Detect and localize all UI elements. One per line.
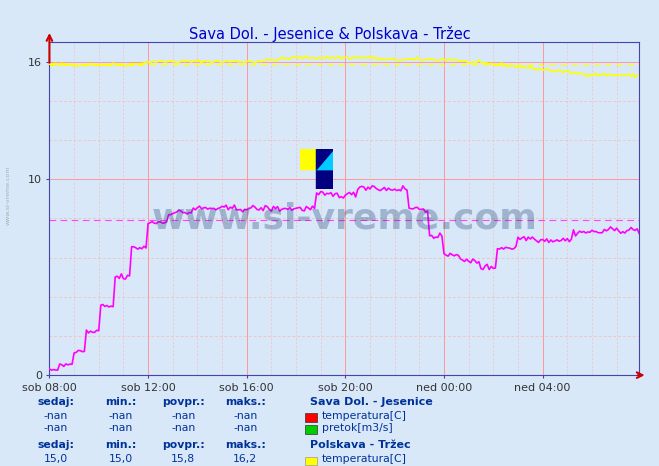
Text: min.:: min.:	[105, 397, 136, 407]
Text: sedaj:: sedaj:	[38, 397, 74, 407]
Polygon shape	[316, 149, 333, 169]
Text: maks.:: maks.:	[225, 440, 266, 450]
Text: www.si-vreme.com: www.si-vreme.com	[152, 201, 537, 235]
Polygon shape	[316, 149, 333, 169]
Bar	[300, 149, 316, 169]
Text: temperatura[C]: temperatura[C]	[322, 411, 407, 421]
Text: 15,0: 15,0	[44, 454, 68, 464]
Polygon shape	[316, 149, 333, 169]
Text: -nan: -nan	[109, 411, 132, 421]
Polygon shape	[316, 149, 333, 169]
Text: pretok[m3/s]: pretok[m3/s]	[322, 423, 392, 433]
Text: 15,0: 15,0	[109, 454, 132, 464]
Text: -nan: -nan	[171, 411, 195, 421]
Text: -nan: -nan	[44, 423, 68, 433]
Text: sedaj:: sedaj:	[38, 440, 74, 450]
Text: 16,2: 16,2	[233, 454, 257, 464]
Text: Sava Dol. - Jesenice & Polskava - Tržec: Sava Dol. - Jesenice & Polskava - Tržec	[188, 26, 471, 41]
Text: -nan: -nan	[171, 423, 195, 433]
Text: povpr.:: povpr.:	[162, 440, 204, 450]
Text: povpr.:: povpr.:	[162, 397, 204, 407]
Text: www.si-vreme.com: www.si-vreme.com	[5, 166, 11, 226]
Polygon shape	[316, 149, 333, 169]
Text: temperatura[C]: temperatura[C]	[322, 454, 407, 464]
Text: -nan: -nan	[233, 423, 257, 433]
Text: Polskava - Tržec: Polskava - Tržec	[310, 440, 411, 450]
Text: -nan: -nan	[44, 411, 68, 421]
Bar	[316, 169, 333, 189]
Text: -nan: -nan	[233, 411, 257, 421]
Text: Sava Dol. - Jesenice: Sava Dol. - Jesenice	[310, 397, 432, 407]
Text: maks.:: maks.:	[225, 397, 266, 407]
Text: min.:: min.:	[105, 440, 136, 450]
Text: 15,8: 15,8	[171, 454, 195, 464]
Text: -nan: -nan	[109, 423, 132, 433]
